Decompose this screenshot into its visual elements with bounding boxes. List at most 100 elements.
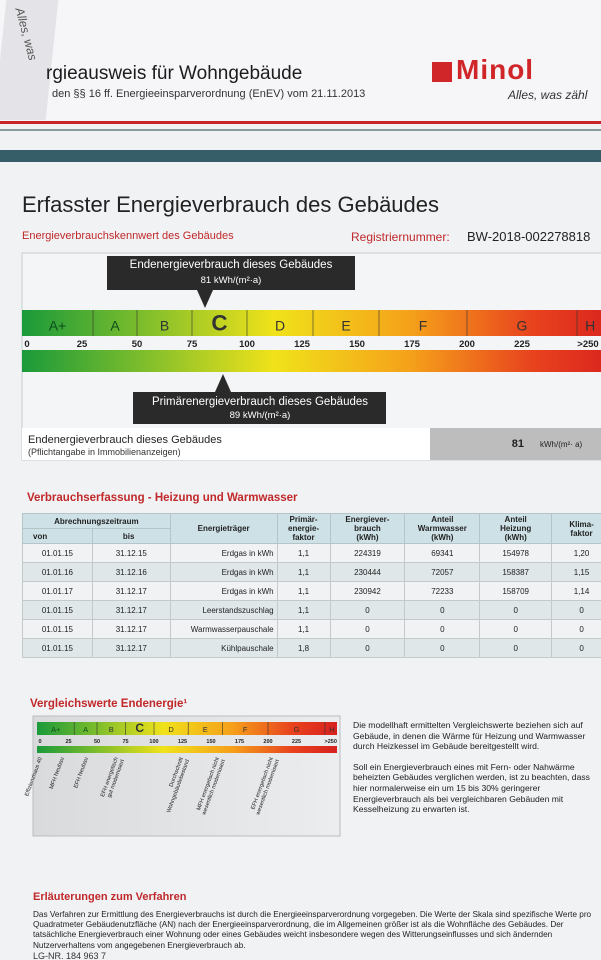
class-label: E xyxy=(203,725,208,734)
rating-scale: Endenergieverbrauch dieses Gebäudes 81 k… xyxy=(21,252,601,461)
class-label: C xyxy=(211,310,227,335)
tick-label: 100 xyxy=(239,339,255,350)
grey-rule xyxy=(0,129,601,131)
footer: LG-NR. 184 963 7 xyxy=(33,951,107,960)
final-energy-label: Endenergieverbrauch dieses Gebäudes xyxy=(130,259,333,271)
final-energy-callout xyxy=(107,256,355,290)
class-label: F xyxy=(243,725,248,734)
explanation-title: Erläuterungen zum Verfahren xyxy=(33,891,187,903)
table-cell: Kühlpauschale xyxy=(169,638,278,658)
tick-label: 25 xyxy=(77,339,88,350)
class-label: A xyxy=(110,317,120,333)
summary-unit: kWh/(m²· a) xyxy=(540,440,583,449)
comparison-paragraph: Die modellhaft ermittelten Vergleichswer… xyxy=(353,720,586,752)
table-cell: 31.12.16 xyxy=(91,562,171,582)
scale-bar-secondary xyxy=(22,350,601,372)
class-label: H xyxy=(329,725,334,734)
comparison-bar xyxy=(37,722,337,735)
tick-label: 25 xyxy=(65,739,71,745)
table-cell: 1,14 xyxy=(551,581,601,601)
table-cell: 1,1 xyxy=(276,581,331,601)
summary-value-box xyxy=(430,428,601,460)
slogan: Alles, was zähl xyxy=(508,88,588,102)
header-cell: Primär- energie- faktor xyxy=(276,513,331,544)
table-cell: 0 xyxy=(329,638,406,658)
header-title: rgieausweis für Wohngebäude xyxy=(46,63,303,84)
table-cell: 0 xyxy=(551,619,601,639)
summary-left xyxy=(22,428,430,460)
tick-label: 225 xyxy=(292,739,301,745)
class-label: B xyxy=(160,317,169,333)
table-cell: Warmwasserpauschale xyxy=(169,619,278,639)
table-cell: 0 xyxy=(329,619,406,639)
class-label: H xyxy=(585,317,595,333)
table-cell: 154978 xyxy=(479,543,553,563)
table-cell: 1,1 xyxy=(276,562,331,582)
consumption-table: Abrechnungszeitraum Energieträger Primär- … xyxy=(22,513,601,658)
table-row: 01.01.16 31.12.16 Erdgas in kWh 1,1 230444 72… xyxy=(22,562,601,582)
class-label: A+ xyxy=(49,317,67,333)
summary-note: (Pflichtangabe in Immobilienanzeigen) xyxy=(28,447,181,457)
tick-label: 75 xyxy=(187,339,198,350)
tick-label: >250 xyxy=(325,739,337,745)
table-cell: 01.01.17 xyxy=(22,581,93,601)
table-cell: 0 xyxy=(404,619,481,639)
table-cell: 72057 xyxy=(404,562,481,582)
tick-label: >250 xyxy=(577,339,598,350)
tick-label: 75 xyxy=(122,739,128,745)
table-row: 01.01.15 31.12.17 Leerstandszuschlag 1,1 0 0 0… xyxy=(22,600,601,620)
summary-value: 81 xyxy=(512,438,524,450)
rating-label: Energieverbrauchskennwert des Gebäudes xyxy=(22,230,234,242)
table-cell: Leerstandszuschlag xyxy=(169,600,278,620)
table-cell: 31.12.17 xyxy=(91,638,171,658)
header-cell: Energiever- brauch (kWh) xyxy=(329,513,406,544)
table-cell: 01.01.15 xyxy=(22,543,93,563)
table-cell: 01.01.16 xyxy=(22,562,93,582)
table-row: 01.01.15 31.12.17 Warmwasserpauschale 1,1 0 0… xyxy=(22,619,601,639)
table-cell: Erdgas in kWh xyxy=(169,581,278,601)
table-row: 01.01.15 31.12.15 Erdgas in kWh 1,1 224319 69… xyxy=(22,543,601,563)
class-label: E xyxy=(341,317,350,333)
tick-label: 0 xyxy=(38,739,41,745)
class-label: C xyxy=(135,721,144,735)
header-cell: Klima- faktor xyxy=(551,513,601,544)
table-cell: 1,1 xyxy=(276,600,331,620)
logo-icon xyxy=(432,62,452,82)
table-cell: Erdgas in kWh xyxy=(169,562,278,582)
table-cell: 31.12.17 xyxy=(91,619,171,639)
table-cell: 224319 xyxy=(329,543,406,563)
table-cell: 0 xyxy=(551,600,601,620)
class-label: D xyxy=(168,725,174,734)
final-energy-marker xyxy=(197,290,213,308)
tick-label: 125 xyxy=(178,739,187,745)
class-label: G xyxy=(294,725,300,734)
table-cell: Erdgas in kWh xyxy=(169,543,278,563)
header-cell: von xyxy=(22,528,93,544)
tick-label: 0 xyxy=(24,339,29,350)
table-cell: 1,1 xyxy=(276,543,331,563)
final-energy-value: 81 kWh/(m²·a) xyxy=(201,275,262,286)
explanation-text: Das Verfahren zur Ermittlung des Energie… xyxy=(33,910,592,950)
comparison-paragraph: Soll ein Energieverbrauch eines mit Fern… xyxy=(353,761,590,815)
comparison-title: Vergleichswerte Endenergie¹ xyxy=(30,698,188,710)
class-label: A xyxy=(83,725,88,734)
class-label: B xyxy=(109,725,114,734)
header-row: von bis xyxy=(22,528,601,544)
page-title: Erfasster Energieverbrauch des Gebäudes xyxy=(22,192,440,217)
tick-label: 150 xyxy=(349,339,365,350)
tick-label: 175 xyxy=(404,339,421,350)
teal-band xyxy=(0,150,601,162)
table-cell: 0 xyxy=(551,638,601,658)
tick-label: 200 xyxy=(263,739,272,745)
tick-label: 50 xyxy=(94,739,100,745)
table-cell: 230942 xyxy=(329,581,406,601)
table-cell: 0 xyxy=(329,600,406,620)
table-cell: 1,15 xyxy=(551,562,601,582)
header-row: Abrechnungszeitraum Energieträger Primär- … xyxy=(22,513,601,544)
table-cell: 01.01.15 xyxy=(22,638,93,658)
class-label: G xyxy=(517,317,528,333)
table-row: 01.01.15 31.12.17 Kühlpauschale 1,8 0 0 0 0 xyxy=(22,638,601,658)
comparison-frame xyxy=(32,715,341,837)
tick-label: 50 xyxy=(132,339,143,350)
